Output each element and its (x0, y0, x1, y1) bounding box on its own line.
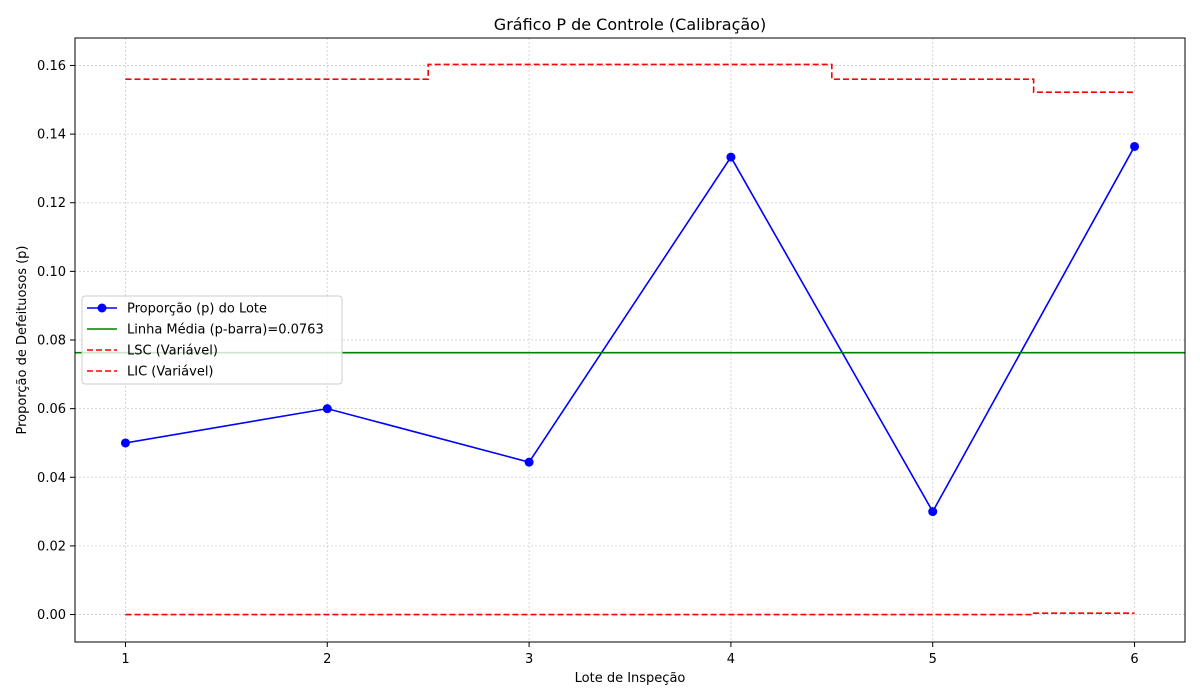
x-tick-label: 1 (121, 652, 129, 667)
x-tick-label: 6 (1130, 652, 1138, 667)
legend-item-proportion-marker (97, 303, 107, 313)
y-tick-label: 0.06 (37, 402, 66, 417)
x-axis-label: Lote de Inspeção (575, 671, 686, 686)
lcl-step-line (125, 612, 1135, 616)
proportion-point (1130, 141, 1140, 151)
x-tick-label: 4 (727, 652, 735, 667)
x-tick-label: 5 (929, 652, 937, 667)
x-tick-label: 2 (323, 652, 331, 667)
y-tick-label: 0.02 (37, 539, 66, 554)
y-tick-label: 0.08 (37, 334, 66, 349)
y-tick-label: 0.14 (37, 128, 66, 143)
proportion-line (125, 146, 1136, 514)
y-tick-label: 0.12 (37, 196, 66, 211)
legend-item-mean-label: Linha Média (p-barra)=0.0763 (127, 323, 324, 338)
proportion-point (322, 404, 332, 414)
legend: Proporção (p) do Lote Linha Média (p-barr… (81, 295, 343, 385)
proportion-point (524, 457, 534, 467)
legend-item-ucl-label: LSC (Variável) (127, 344, 218, 359)
y-tick-label: 0.04 (37, 471, 66, 486)
legend-item-lcl-label: LIC (Variável) (127, 365, 214, 380)
y-tick-label: 0.16 (37, 59, 66, 74)
y-tick-label: 0.00 (37, 608, 66, 623)
legend-box (81, 295, 343, 385)
ucl-step-line (125, 63, 1135, 94)
proportion-point (928, 507, 938, 517)
y-axis-ticks: 0.00 0.02 0.04 0.06 0.08 0.10 0.12 0.14 0.16 (37, 59, 75, 623)
chart-title: Gráfico P de Controle (Calibração) (494, 15, 766, 34)
x-tick-label: 3 (525, 652, 533, 667)
proportion-point (120, 438, 130, 448)
proportion-point (726, 152, 736, 162)
y-axis-label: Proporção de Defeituosos (p) (15, 246, 30, 435)
legend-item-proportion-label: Proporção (p) do Lote (127, 302, 267, 317)
x-axis-ticks: 1 2 3 4 5 6 (121, 642, 1139, 667)
y-tick-label: 0.10 (37, 265, 66, 280)
